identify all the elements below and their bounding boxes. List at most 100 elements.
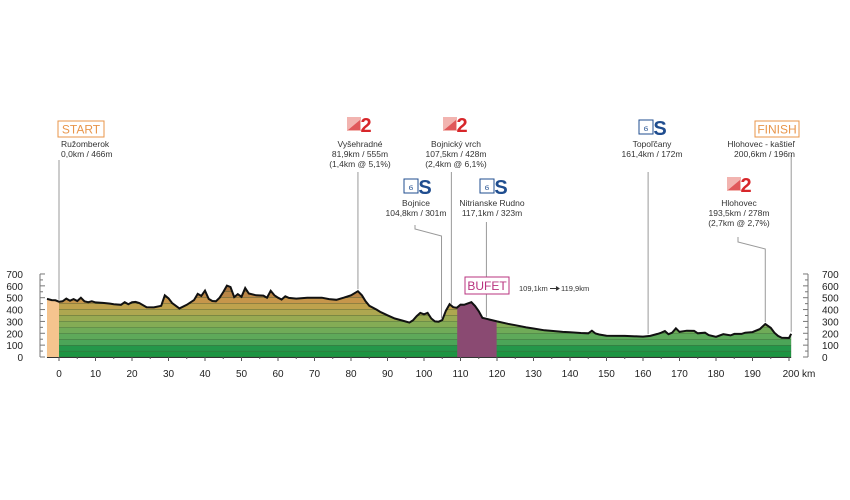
profile-line xyxy=(46,284,793,340)
sprint-bojnice: ϭ S Bojnice 104,8km / 301m xyxy=(386,177,447,218)
kom-info: 193,5km / 278m xyxy=(709,208,770,218)
y-tick-label: 700 xyxy=(822,270,839,281)
y-tick-label: 600 xyxy=(822,282,839,293)
x-tick-label: 160 xyxy=(635,369,652,380)
y-tick-label: 600 xyxy=(6,282,23,293)
x-tick-label: 70 xyxy=(309,369,321,380)
elevation-band xyxy=(47,274,791,280)
x-tick-label: 130 xyxy=(525,369,542,380)
elevation-bands xyxy=(46,274,792,357)
start-info: 0,0km / 466m xyxy=(61,149,113,159)
kom-info: 81,9km / 555m xyxy=(332,149,388,159)
svg-text:ϭ: ϭ xyxy=(644,124,649,133)
x-tick-label: 110 xyxy=(453,369,469,380)
elevation-band xyxy=(46,321,792,328)
x-tick-label: 180 xyxy=(708,369,725,380)
start-marker: START Ružomberok 0,0km / 466m xyxy=(57,120,113,159)
x-tick-label: 200 km xyxy=(783,369,816,380)
kom-category-2-icon: 2 xyxy=(727,175,752,197)
kom-climb: (2,4km @ 6,1%) xyxy=(425,159,487,169)
sprint-name: Nitrianske Rudno xyxy=(459,198,524,208)
sprint-info: 104,8km / 301m xyxy=(386,208,447,218)
y-tick-label: 200 xyxy=(6,329,23,340)
kom-category-2-icon: 2 xyxy=(347,115,372,137)
sprint-icon: ϭ S xyxy=(403,177,432,199)
elevation-band xyxy=(46,285,792,292)
elevation-band xyxy=(46,297,792,304)
svg-text:2: 2 xyxy=(740,175,751,197)
sprint-icon: ϭ S xyxy=(638,118,667,140)
kom-hlohovec: 2 Hlohovec 193,5km / 278m (2,7km @ 2,7%) xyxy=(708,175,770,228)
y-tick-label: 0 xyxy=(17,353,23,364)
arrow-right-icon xyxy=(550,286,560,291)
y-tick-label: 700 xyxy=(6,270,23,281)
y-tick-label: 200 xyxy=(822,329,839,340)
x-tick-label: 90 xyxy=(382,369,394,380)
start-badge: START xyxy=(62,123,101,137)
leader-lines xyxy=(58,155,792,335)
svg-text:S: S xyxy=(653,118,666,140)
svg-text:S: S xyxy=(494,177,507,199)
elevation-band xyxy=(46,291,792,298)
x-tick-label: 0 xyxy=(56,369,62,380)
kom-info: 107,5km / 428m xyxy=(426,149,487,159)
axes: 0 10 20 30 40 50 60 70 80 90 100 110 120 130 140 150 160… xyxy=(6,270,839,380)
y-tick-label: 400 xyxy=(6,306,23,317)
sprint-info: 161,4km / 172m xyxy=(622,149,683,159)
kom-climb: (2,7km @ 2,7%) xyxy=(708,218,770,228)
leader-line xyxy=(414,225,443,319)
x-tick-label: 60 xyxy=(272,369,284,380)
feed-zone-label: BUFET 109,1km 119,9km xyxy=(464,276,589,295)
bufet-to: 119,9km xyxy=(561,284,589,293)
x-tick-label: 30 xyxy=(163,369,175,380)
y-tick-label: 0 xyxy=(822,353,828,364)
elevation-band xyxy=(46,285,792,286)
kom-bojnicky-vrch: 2 Bojnický vrch 107,5km / 428m (2,4km @ … xyxy=(425,115,487,169)
x-tick-label: 80 xyxy=(345,369,357,380)
finish-badge: FINISH xyxy=(757,123,796,137)
kom-climb: (1,4km @ 5,1%) xyxy=(329,159,391,169)
sprint-topolcany: ϭ S Topoľčany 161,4km / 172m xyxy=(622,118,683,159)
elevation-band xyxy=(46,344,792,352)
bufet-from: 109,1km xyxy=(519,284,548,293)
bufet-badge: BUFET xyxy=(467,279,507,293)
elevation-band xyxy=(46,339,792,346)
svg-text:S: S xyxy=(418,177,431,199)
x-tick-label: 170 xyxy=(671,369,688,380)
x-tick-label: 190 xyxy=(744,369,761,380)
x-tick-label: 40 xyxy=(199,369,211,380)
finish-name: Hlohovec - kaštieľ xyxy=(727,139,795,149)
sprint-info: 117,1km / 323m xyxy=(462,208,522,218)
start-name: Ružomberok xyxy=(61,139,110,149)
elevation-band xyxy=(46,350,792,357)
elevation-band xyxy=(46,333,792,340)
y-tick-label: 300 xyxy=(6,317,23,328)
x-tick-label: 120 xyxy=(489,369,506,380)
neutral-zone-fill xyxy=(46,285,59,357)
y-tick-label: 100 xyxy=(822,341,839,352)
svg-text:ϭ: ϭ xyxy=(409,183,414,192)
finish-info: 200,6km / 196m xyxy=(734,149,795,159)
y-tick-label: 500 xyxy=(6,294,23,305)
leader-line xyxy=(737,237,766,323)
kom-category-2-icon: 2 xyxy=(443,115,468,137)
x-tick-label: 10 xyxy=(90,369,102,380)
x-tick-label: 140 xyxy=(562,369,579,380)
y-tick-label: 400 xyxy=(822,306,839,317)
x-tick-label: 100 xyxy=(416,369,433,380)
elevation-band xyxy=(46,315,792,322)
sprint-name: Bojnice xyxy=(402,198,430,208)
sprint-nitrianske-rudno: ϭ S Nitrianske Rudno 117,1km / 323m xyxy=(459,177,524,218)
kom-name: Hlohovec xyxy=(721,198,757,208)
kom-vysehradne: 2 Vyšehradné 81,9km / 555m (1,4km @ 5,1%… xyxy=(329,115,391,169)
svg-text:2: 2 xyxy=(456,115,467,137)
svg-text:ϭ: ϭ xyxy=(485,183,490,192)
y-tick-label: 500 xyxy=(822,294,839,305)
sprint-icon: ϭ S xyxy=(479,177,508,199)
svg-text:2: 2 xyxy=(360,115,371,137)
y-tick-label: 300 xyxy=(822,317,839,328)
finish-marker: FINISH Hlohovec - kaštieľ 200,6km / 196m xyxy=(727,120,800,159)
kom-name: Bojnický vrch xyxy=(431,139,481,149)
